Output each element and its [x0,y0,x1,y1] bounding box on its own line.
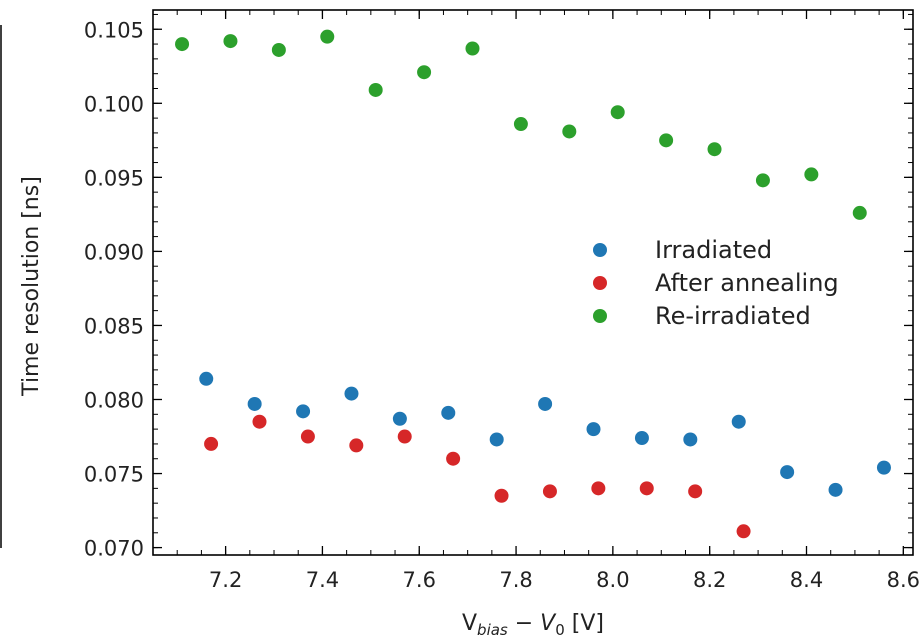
x-axis-label-var-sub: 0 [555,621,565,637]
data-point [852,205,867,220]
x-axis-label-mid: − [508,611,540,636]
legend-marker [593,309,607,323]
x-tick-label: 7.8 [499,568,532,592]
data-point [349,438,364,453]
x-tick-label: 7.6 [403,568,436,592]
x-tick-labels: 7.2 7.4 7.6 7.8 8.0 8.2 8.4 8.6 [209,568,920,592]
legend: Irradiated After annealing Re-irradiated [593,236,839,330]
x-tick-label: 8.6 [887,568,920,592]
series-after-annealing [204,414,751,539]
data-point [344,386,359,401]
data-point [446,451,461,466]
data-point [688,484,703,499]
x-axis-label-main: V [462,611,477,636]
data-point [271,42,286,57]
data-point [755,173,770,188]
series-re-irradiated [175,29,867,220]
data-point [736,524,751,539]
data-point [828,482,843,497]
series-irradiated [199,371,891,497]
data-point [247,396,262,411]
legend-label: Re-irradiated [655,302,811,330]
x-axis-label: Vbias − V0 [V] [462,611,604,637]
axis-ticks [153,10,913,555]
x-axis-label-var: V [540,611,557,636]
x-tick-label: 8.4 [790,568,823,592]
data-point [639,481,654,496]
legend-label: Irradiated [655,236,772,264]
y-tick-label: 0.090 [84,240,144,264]
y-tick-label: 0.085 [84,314,144,338]
plot-area-frame [152,9,914,556]
y-tick-label: 0.075 [84,463,144,487]
data-point [417,65,432,80]
data-point [494,488,509,503]
x-axis-label-unit: [V] [565,611,604,636]
x-tick-label: 7.4 [306,568,339,592]
data-point [538,396,553,411]
legend-marker [593,276,607,290]
x-tick-label: 7.2 [209,568,242,592]
data-point [441,405,456,420]
x-tick-label: 8.0 [596,568,629,592]
legend-marker [593,243,607,257]
data-point [296,404,311,419]
data-point [591,481,606,496]
data-point [300,429,315,444]
data-point [368,82,383,97]
data-point [489,432,504,447]
data-point [175,37,190,52]
data-point [392,411,407,426]
data-point [586,422,601,437]
x-tick-label: 8.2 [693,568,726,592]
data-point [252,414,267,429]
legend-label: After annealing [655,269,839,297]
data-point [542,484,557,499]
data-point [204,436,219,451]
data-point [804,167,819,182]
data-point [610,105,625,120]
data-point [562,124,577,139]
data-point [465,41,480,56]
data-point [513,117,528,132]
data-point [707,142,722,157]
y-tick-label: 0.070 [84,537,144,561]
data-point [320,29,335,44]
data-point [876,460,891,475]
x-axis-label-sub: bias [477,621,508,637]
data-point [397,429,412,444]
data-points [175,29,891,539]
y-tick-label: 0.080 [84,388,144,412]
data-point [659,133,674,148]
data-point [731,414,746,429]
data-point [634,431,649,446]
y-tick-label: 0.095 [84,166,144,190]
data-point [683,432,698,447]
data-point [223,34,238,49]
y-tick-label: 0.100 [84,92,144,116]
y-tick-label: 0.105 [84,18,144,42]
data-point [199,371,214,386]
data-point [780,465,795,480]
y-axis-label: Time resolution [ns] [19,176,44,397]
y-tick-labels: 0.070 0.075 0.080 0.085 0.090 0.095 0.100 0.105 [84,18,144,560]
